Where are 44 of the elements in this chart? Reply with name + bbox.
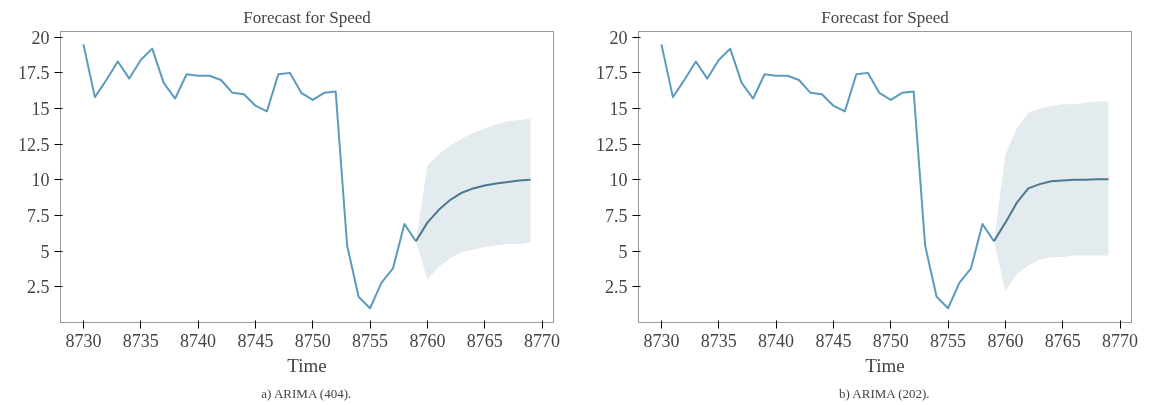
line-series: [660, 43, 995, 310]
x-tick-label: 8770: [524, 330, 561, 351]
x-tick-label: 8740: [758, 330, 795, 351]
x-tick-label: 8760: [409, 330, 446, 351]
x-tick-label: 8745: [815, 330, 852, 351]
line-series: [414, 178, 532, 243]
y-tick-label: 10: [31, 170, 50, 191]
y-tick-label: 10: [609, 170, 628, 191]
x-tick-label: 8755: [930, 330, 967, 351]
x-tick-label: 8735: [122, 330, 159, 351]
x-tick-label: 8750: [872, 330, 909, 351]
y-tick-label: 15: [609, 99, 628, 120]
chart-title: Forecast for Speed: [821, 7, 950, 27]
x-tick-label: 8755: [352, 330, 389, 351]
y-tick-label: 17.5: [18, 63, 50, 84]
x-tick-label: 8760: [987, 330, 1024, 351]
y-tick-label: 7.5: [27, 206, 50, 227]
y-tick-label: 12.5: [596, 134, 628, 155]
y-tick-label: 2.5: [27, 277, 50, 298]
x-tick-label: 8745: [237, 330, 274, 351]
text: a) ARIMA (404).: [261, 385, 352, 401]
y-tick-label: 17.5: [596, 63, 628, 84]
chart-title: Forecast for Speed: [243, 7, 372, 27]
y-tick-label: 5: [40, 241, 50, 262]
x-tick-label: 8765: [1044, 330, 1081, 351]
line-series: [82, 43, 417, 310]
y-tick-label: 15: [31, 99, 50, 120]
x-tick-label: 8770: [1102, 330, 1139, 351]
y-tick-label: 5: [618, 241, 628, 262]
text: b) ARIMA (202).: [838, 385, 930, 401]
x-tick-label: 8765: [466, 330, 503, 351]
x-tick-label: 8735: [700, 330, 737, 351]
line-series: [992, 178, 1110, 243]
x-tick-label: 8730: [643, 330, 680, 351]
x-axis-title: Time: [287, 354, 327, 376]
y-tick-label: 20: [609, 27, 628, 48]
y-tick-label: 12.5: [18, 134, 50, 155]
x-axis-title: Time: [865, 354, 905, 376]
x-tick-label: 8750: [294, 330, 331, 351]
x-tick-label: 8740: [180, 330, 217, 351]
y-tick-label: 20: [31, 27, 50, 48]
y-tick-label: 7.5: [605, 206, 628, 227]
y-tick-label: 2.5: [605, 277, 628, 298]
x-tick-label: 8730: [65, 330, 102, 351]
